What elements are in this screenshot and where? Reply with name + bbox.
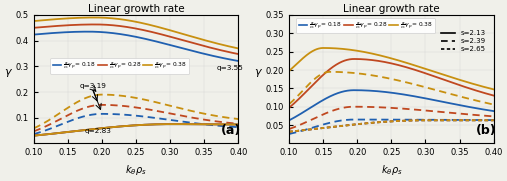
Text: (b): (b) [476, 124, 497, 137]
Y-axis label: $\gamma$: $\gamma$ [255, 67, 264, 79]
Y-axis label: $\gamma$: $\gamma$ [4, 67, 13, 79]
Text: (a): (a) [221, 124, 241, 137]
Text: q=3.19: q=3.19 [80, 83, 106, 89]
Legend: s=2.13, s=2.39, s=2.65: s=2.13, s=2.39, s=2.65 [438, 27, 488, 55]
X-axis label: $k_{\theta}\rho_s$: $k_{\theta}\rho_s$ [125, 163, 147, 177]
Title: Linear growth rate: Linear growth rate [343, 4, 440, 14]
Legend: $\frac{a}{c_s}\gamma_p=0.18$, $\frac{a}{c_s}\gamma_p=0.28$, $\frac{a}{c_s}\gamma: $\frac{a}{c_s}\gamma_p=0.18$, $\frac{a}{… [50, 58, 189, 74]
Title: Linear growth rate: Linear growth rate [88, 4, 185, 14]
X-axis label: $k_{\theta}\rho_s$: $k_{\theta}\rho_s$ [381, 163, 402, 177]
Text: q=2.83: q=2.83 [85, 128, 112, 134]
Text: q=3.55: q=3.55 [216, 65, 243, 71]
